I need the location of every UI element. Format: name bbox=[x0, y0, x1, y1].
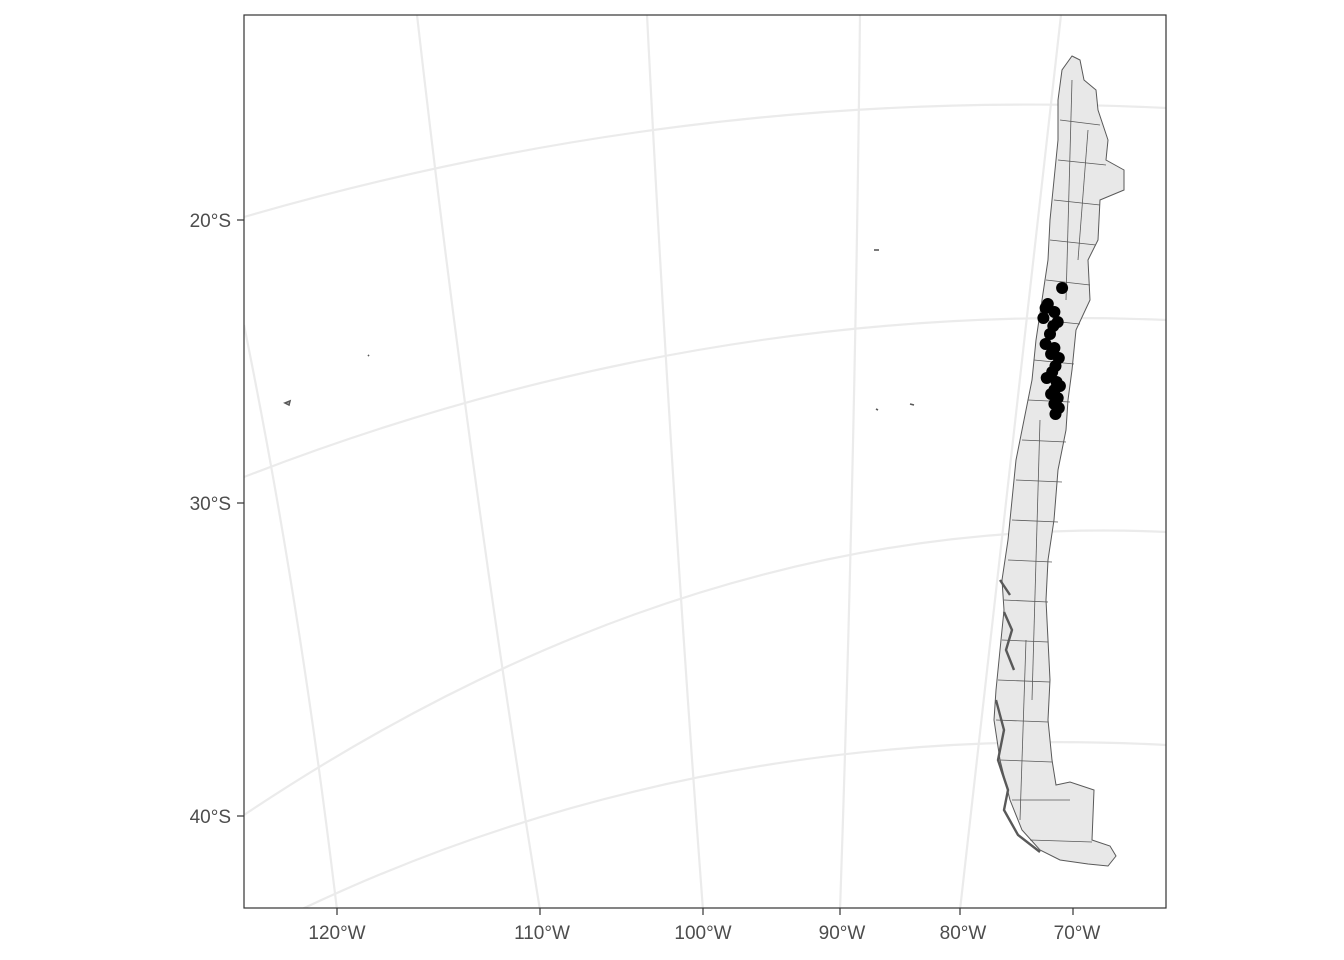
data-points bbox=[1037, 282, 1069, 420]
y-tick-label: 30°S bbox=[190, 494, 231, 515]
x-tick-label: 90°W bbox=[819, 923, 866, 944]
chile-landmass bbox=[993, 55, 1125, 867]
chile-comuna-lines bbox=[995, 79, 1107, 843]
panel-border bbox=[243, 14, 1167, 909]
data-point bbox=[1049, 408, 1062, 420]
data-point bbox=[1056, 282, 1069, 294]
data-point bbox=[1044, 328, 1056, 340]
pacific-islands bbox=[283, 249, 915, 411]
graticule-parallel bbox=[244, 316, 1166, 479]
graticule-meridian bbox=[959, 15, 1063, 908]
graticule bbox=[244, 15, 1166, 908]
graticule-meridian bbox=[244, 324, 338, 908]
juan-fernandez-island-1 bbox=[875, 408, 879, 411]
data-point bbox=[1048, 306, 1061, 318]
salas-y-gomez-island bbox=[367, 354, 370, 357]
chile-southern-fjords bbox=[994, 579, 1041, 853]
x-axis bbox=[336, 908, 1074, 915]
chile-outline bbox=[993, 55, 1125, 867]
graticule-meridian bbox=[838, 15, 862, 908]
juan-fernandez-island-2 bbox=[909, 403, 915, 406]
graticule-meridian bbox=[645, 15, 704, 908]
data-point bbox=[1040, 372, 1053, 384]
x-tick-label: 70°W bbox=[1054, 923, 1101, 944]
x-tick-label: 80°W bbox=[940, 923, 987, 944]
rapa-nui-island bbox=[283, 399, 292, 407]
x-tick-label: 120°W bbox=[308, 923, 365, 944]
y-tick-label: 20°S bbox=[190, 211, 231, 232]
x-tick-label: 110°W bbox=[514, 923, 570, 944]
x-tick-label: 100°W bbox=[674, 923, 731, 944]
y-tick-label: 40°S bbox=[190, 807, 231, 828]
y-axis bbox=[237, 219, 244, 817]
data-point bbox=[1037, 312, 1050, 324]
graticule-parallel bbox=[244, 103, 1166, 219]
graticule-meridian bbox=[415, 15, 541, 908]
